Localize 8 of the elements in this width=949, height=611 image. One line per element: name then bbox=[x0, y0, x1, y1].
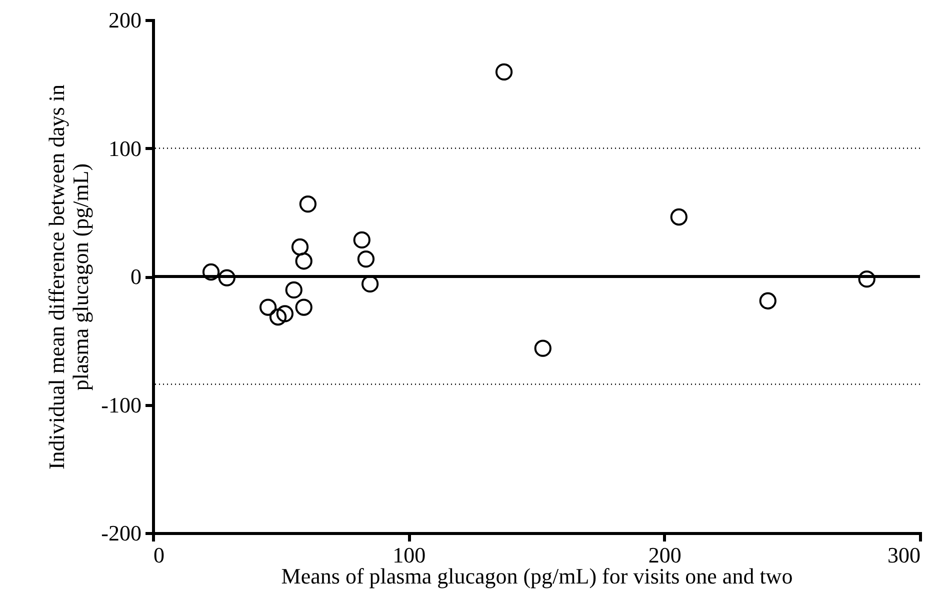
y-tick-label: 100 bbox=[108, 136, 142, 161]
y-axis-title: Individual mean difference between days in plasma glucagon (pg/mL) bbox=[44, 84, 94, 470]
y-tick-label: -200 bbox=[101, 520, 142, 546]
y-tick-label: 0 bbox=[130, 264, 142, 289]
x-tick-label: 300 bbox=[888, 542, 920, 568]
y-tick-label: 200 bbox=[108, 8, 142, 32]
x-tick-label: 0 bbox=[154, 542, 164, 568]
y-tick-label: -100 bbox=[101, 392, 142, 418]
